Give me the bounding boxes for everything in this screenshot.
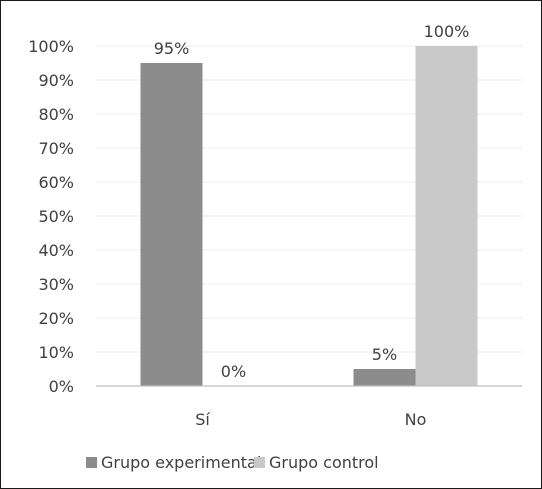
bar xyxy=(140,63,203,386)
x-tick-label: No xyxy=(405,410,427,429)
legend-swatch xyxy=(86,457,97,468)
y-tick-label: 60% xyxy=(38,173,74,192)
data-label: 5% xyxy=(372,345,397,364)
legend-swatch xyxy=(254,457,265,468)
x-tick-label: Sí xyxy=(195,410,210,429)
y-tick-label: 20% xyxy=(38,309,74,328)
y-tick-label: 100% xyxy=(28,37,74,56)
y-tick-label: 30% xyxy=(38,275,74,294)
y-tick-label: 40% xyxy=(38,241,74,260)
y-tick-label: 80% xyxy=(38,105,74,124)
bar xyxy=(353,369,416,386)
y-tick-label: 70% xyxy=(38,139,74,158)
bar xyxy=(415,46,478,386)
y-tick-label: 0% xyxy=(49,377,74,396)
y-tick-label: 90% xyxy=(38,71,74,90)
y-tick-label: 50% xyxy=(38,207,74,226)
legend-label: Grupo control xyxy=(269,453,379,472)
y-tick-label: 10% xyxy=(38,343,74,362)
data-label: 100% xyxy=(424,22,470,41)
data-label: 0% xyxy=(221,362,246,381)
data-label: 95% xyxy=(154,39,190,58)
legend-label: Grupo experimental xyxy=(101,453,261,472)
